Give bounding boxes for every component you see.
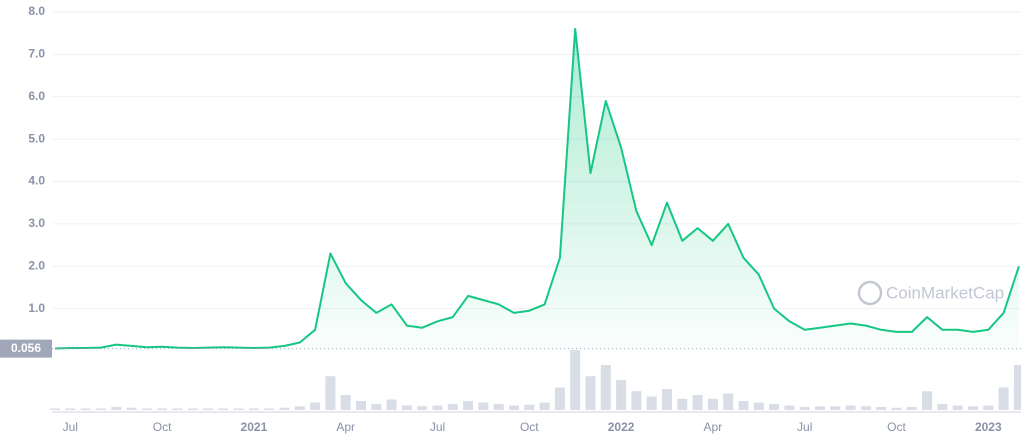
volume-bar [692,395,703,410]
watermark: CoinMarketCap [857,280,1004,306]
volume-bar [463,401,474,410]
volume-bar [432,405,443,410]
volume-bar [447,404,458,410]
volume-bar [600,365,611,410]
volume-bar [111,407,122,410]
y-tick-label: 4.0 [28,174,45,188]
volume-bar [493,404,504,410]
volume-bar [203,408,213,410]
y-tick-label: 7.0 [28,47,45,61]
volume-bar [876,407,887,410]
volume-bar [157,408,168,410]
volume-bar [968,406,978,410]
x-tick-label: Jul [797,420,812,434]
volume-bar [616,380,627,410]
volume-bar [662,389,672,410]
volume-bar [141,408,152,410]
y-tick-label: 8.0 [28,4,45,18]
x-tick-label: Oct [887,420,906,434]
volume-bar [707,398,718,410]
volume-bar [738,401,749,410]
volume-bar [371,404,382,410]
volume-bar [279,407,290,410]
y-tick-label: 1.0 [28,301,45,315]
volume-bar [95,408,106,410]
volume-bar [906,407,917,410]
reference-label: 0.056 [11,341,41,355]
volume-bar [401,405,412,410]
volume-bar [937,404,948,410]
volume-bar [922,391,933,410]
volume-bar [570,350,581,410]
volume-bar [50,408,60,410]
x-tick-label: Oct [153,420,172,434]
volume-bar [891,407,902,410]
volume-bar [172,408,183,410]
volume-bar [417,406,428,410]
volume-bar [386,399,397,410]
volume-bar [815,406,825,410]
volume-bar [830,406,841,410]
x-tick-label: 2022 [608,420,635,434]
volume-bar [554,387,565,410]
volume-bar [340,395,351,410]
volume-bar [356,401,366,410]
volume-bar [310,402,321,410]
volume-bar [65,408,76,410]
volume-bar [126,407,137,410]
x-tick-label: Apr [336,420,355,434]
volume-bar [799,407,810,410]
volume-bar [1013,365,1021,410]
volume-bar [952,405,963,410]
volume-bar [187,408,198,410]
x-tick-label: Jul [430,420,445,434]
x-tick-label: 2021 [241,420,268,434]
y-tick-label: 5.0 [28,131,45,145]
volume-bar [753,402,764,410]
volume-bar [233,408,244,410]
x-tick-label: Oct [520,420,539,434]
x-tick-label: 2023 [975,420,1002,434]
volume-bar [983,405,994,410]
x-tick-label: Apr [704,420,723,434]
volume-bar [80,408,91,410]
x-tick-label: Jul [63,420,78,434]
volume-bar [646,396,657,410]
reference-tag [0,339,52,358]
volume-bar [784,405,795,410]
volume-bar [325,376,336,410]
y-tick-label: 3.0 [28,216,45,230]
volume-bar [264,408,275,410]
y-tick-label: 6.0 [28,89,45,103]
volume-bar [248,408,259,410]
volume-bar [524,404,535,410]
volume-bar [218,408,229,410]
volume-bar [860,406,871,410]
watermark-text: CoinMarketCap [886,283,1004,302]
volume-bar [585,376,596,410]
volume-bar [478,402,489,410]
y-tick-label: 2.0 [28,258,45,272]
volume-bar [998,387,1009,410]
volume-bar [509,405,519,410]
price-line [54,27,1020,350]
volume-bar [723,393,734,410]
volume-bar [631,391,642,410]
volume-bar [539,402,550,410]
volume-bar [845,405,856,410]
volume-bar [294,406,305,410]
volume-bar [769,404,780,410]
volume-bar [677,398,688,410]
